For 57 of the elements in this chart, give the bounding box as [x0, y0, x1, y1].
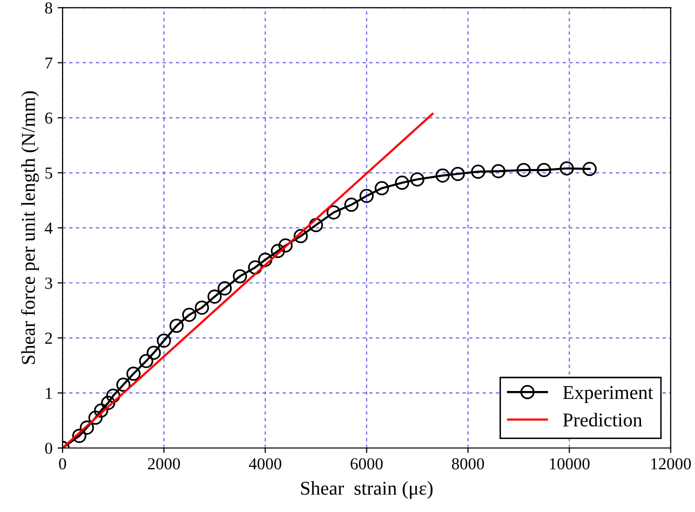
- y-tick-label: 6: [45, 112, 52, 124]
- point: [94, 403, 108, 418]
- point: [395, 176, 410, 190]
- point: [182, 308, 196, 322]
- x-tick-label: 0: [59, 458, 66, 470]
- y-tick-label: 5: [45, 168, 52, 179]
- y-tick-label: 1: [46, 388, 52, 399]
- point: [308, 218, 324, 232]
- point: [106, 388, 120, 403]
- point: [278, 238, 293, 253]
- point: [218, 281, 232, 296]
- point: [410, 172, 424, 186]
- x-axis-title: Shear strain (με): [301, 481, 433, 499]
- point: [491, 164, 506, 178]
- point: [360, 188, 374, 203]
- x-tick-label: 12000: [651, 458, 691, 470]
- point: [582, 162, 597, 176]
- point: [101, 396, 116, 410]
- point: [232, 269, 248, 284]
- point: [126, 366, 141, 381]
- point: [450, 166, 465, 181]
- point: [471, 164, 486, 179]
- y-tick-label: 4: [44, 222, 53, 234]
- point: [344, 198, 358, 212]
- point: [80, 420, 94, 435]
- point: [436, 168, 450, 183]
- point: [326, 205, 341, 220]
- y-tick-label: 3: [45, 278, 52, 289]
- point: [88, 410, 103, 425]
- x-tick-label: 8000: [452, 458, 484, 470]
- point: [139, 354, 154, 368]
- x-tick-label: 2000: [148, 458, 180, 470]
- y-tick-label: 8: [45, 2, 52, 14]
- legend-label: Experiment: [563, 386, 654, 404]
- point: [516, 162, 531, 178]
- x-tick-label: 10000: [550, 458, 590, 470]
- point: [72, 428, 86, 443]
- point: [248, 260, 262, 275]
- point: [560, 161, 574, 176]
- point: [536, 162, 552, 178]
- legend-label: Prediction: [563, 412, 642, 427]
- point: [169, 318, 184, 333]
- y-tick-label: 2: [45, 332, 52, 344]
- point: [146, 346, 161, 360]
- point: [116, 378, 130, 392]
- x-tick-label: 6000: [350, 458, 383, 470]
- point: [258, 252, 272, 267]
- y-tick-label: 7: [46, 58, 52, 69]
- y-axis-title: Shear force per unit length (N/mm): [21, 91, 39, 364]
- point: [207, 290, 222, 304]
- point: [270, 244, 286, 258]
- point: [374, 181, 389, 196]
- y-tick-label: 0: [45, 442, 52, 454]
- point: [156, 334, 171, 348]
- x-tick-label: 4000: [248, 458, 282, 470]
- point: [194, 300, 209, 315]
- point: [294, 229, 308, 244]
